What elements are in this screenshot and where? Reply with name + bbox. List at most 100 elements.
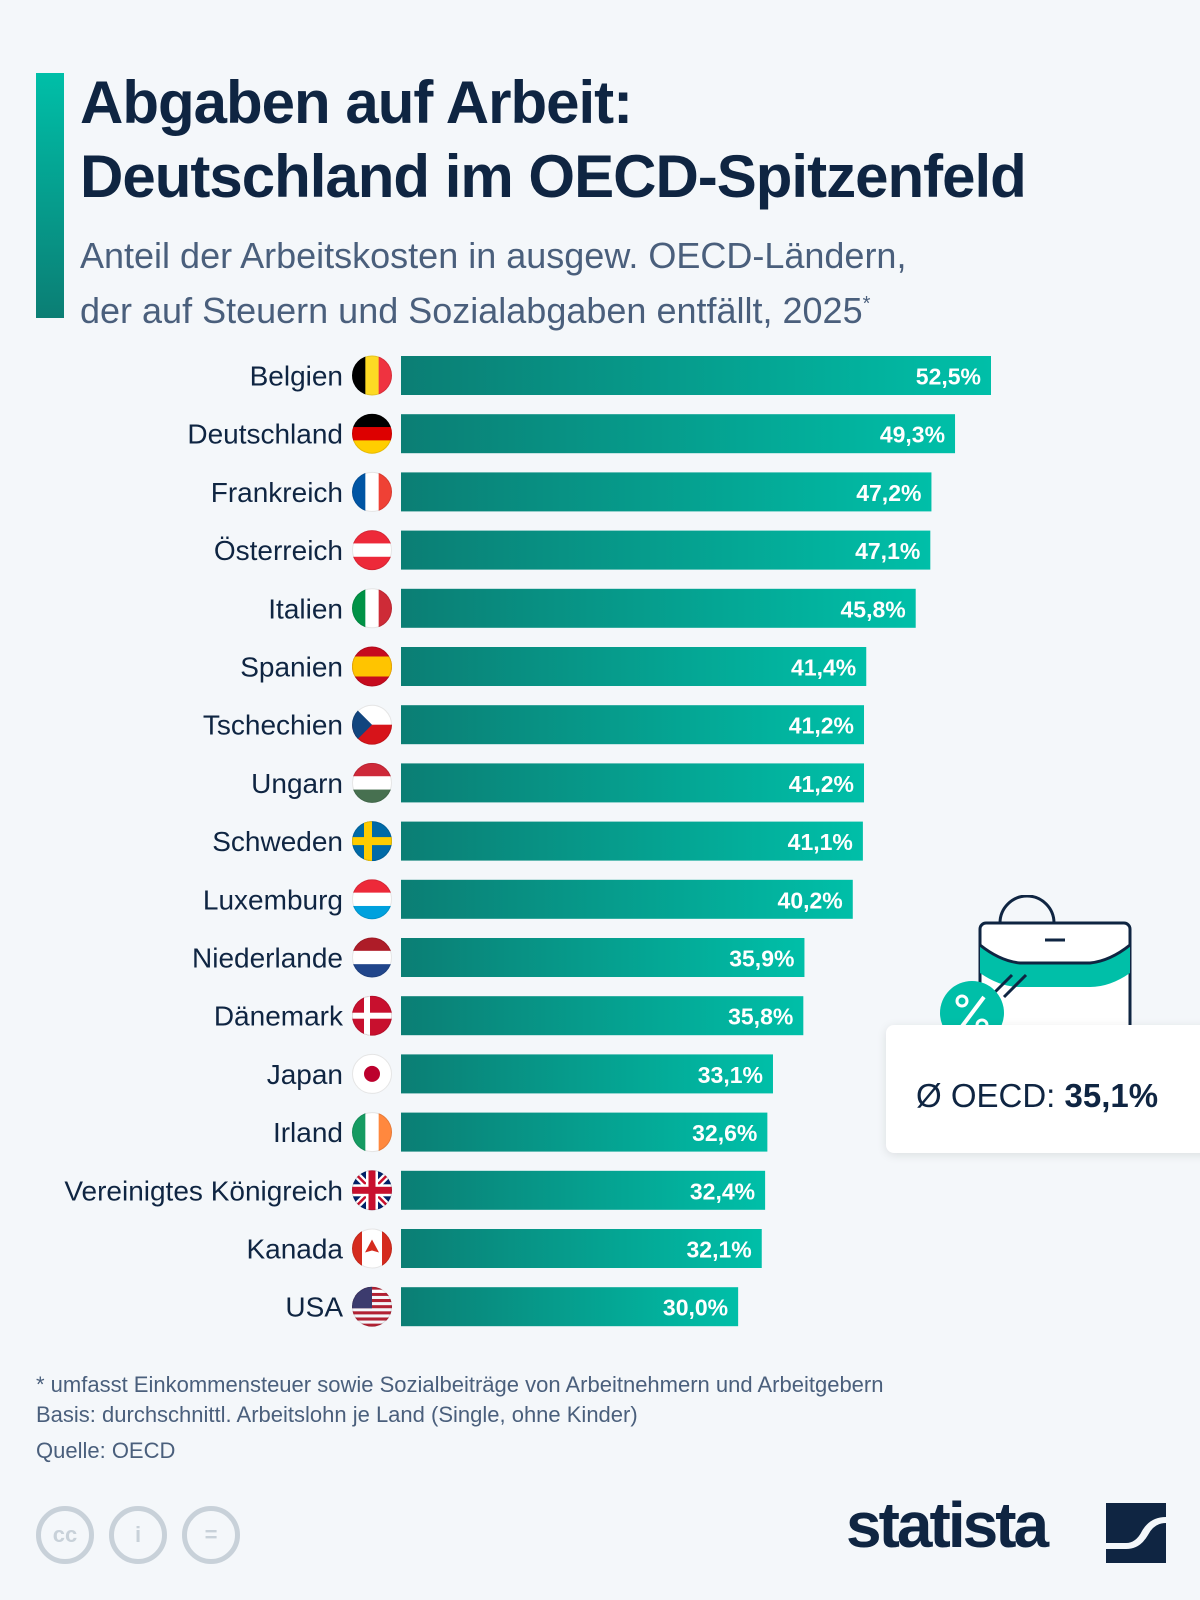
flag-hu-icon xyxy=(352,762,392,803)
flag-it-icon xyxy=(352,588,392,629)
bar xyxy=(401,705,865,745)
category-label: USA xyxy=(285,1292,343,1323)
value-label: 35,9% xyxy=(729,946,794,972)
bar xyxy=(401,356,991,395)
bar-row: Dänemark 35,8% xyxy=(214,995,804,1036)
flag-de-icon xyxy=(352,413,392,454)
oecd-label: Ø OECD: xyxy=(916,1077,1056,1114)
flag-at-icon xyxy=(352,530,392,571)
bar-chart: Belgien 52,5% Deutschland 49,3% Frankreich 47… xyxy=(64,355,991,1327)
flag-lu-icon xyxy=(352,879,392,920)
flag-be-icon xyxy=(352,355,392,396)
bar xyxy=(401,414,956,454)
category-label: Frankreich xyxy=(211,477,343,508)
category-label: Luxemburg xyxy=(203,884,343,915)
footnote: * umfasst Einkommensteuer sowie Sozialbe… xyxy=(36,1372,884,1397)
bar-row: Ungarn 41,2% xyxy=(251,762,865,803)
accent-bar xyxy=(36,73,64,318)
bar-row: Irland 32,6% xyxy=(273,1112,768,1153)
value-label: 35,8% xyxy=(728,1004,793,1030)
bar xyxy=(401,1112,768,1152)
value-label: 52,5% xyxy=(916,364,981,390)
value-label: 41,4% xyxy=(791,655,856,681)
flag-dk-icon xyxy=(352,995,392,1036)
flag-cz-icon xyxy=(352,704,392,745)
bar-row: Italien 45,8% xyxy=(268,588,916,629)
bar xyxy=(401,763,865,803)
bar-row: Vereinigtes Königreich 32,4% xyxy=(64,1170,766,1211)
bar xyxy=(401,1287,739,1327)
flag-ie-icon xyxy=(352,1112,392,1153)
value-label: 45,8% xyxy=(840,596,905,622)
subtitle-line: der auf Steuern und Sozialabgaben entfäl… xyxy=(80,290,863,331)
flag-ca-icon xyxy=(352,1228,392,1269)
footnote-marker: * xyxy=(862,293,871,315)
category-label: Niederlande xyxy=(192,943,343,974)
flag-es-icon xyxy=(352,646,392,687)
nd-icon[interactable]: = xyxy=(182,1506,240,1564)
cc-icon[interactable]: cc xyxy=(36,1506,94,1564)
bar xyxy=(401,647,867,686)
subtitle-line: Anteil der Arbeitskosten in ausgew. OECD… xyxy=(80,235,907,276)
bar-row: Österreich 47,1% xyxy=(214,530,931,571)
flag-jp-icon xyxy=(352,1053,392,1094)
value-label: 41,1% xyxy=(788,829,853,855)
category-label: Belgien xyxy=(250,361,343,392)
bar-row: Tschechien 41,2% xyxy=(203,704,865,745)
bar xyxy=(401,996,804,1036)
category-label: Dänemark xyxy=(214,1001,344,1032)
bar xyxy=(401,879,853,919)
bar-row: Niederlande 35,9% xyxy=(192,937,805,978)
category-label: Kanada xyxy=(246,1234,343,1265)
category-label: Vereinigtes Königreich xyxy=(64,1175,343,1206)
bar xyxy=(401,472,932,512)
bar-row: Spanien 41,4% xyxy=(240,646,867,687)
category-label: Spanien xyxy=(240,652,343,683)
page-title: Abgaben auf Arbeit: Deutschland im OECD-S… xyxy=(80,66,1027,214)
bar xyxy=(401,1054,773,1094)
value-label: 30,0% xyxy=(663,1295,728,1321)
flag-fr-icon xyxy=(352,471,392,512)
bar xyxy=(401,821,863,861)
title-line: Deutschland im OECD-Spitzenfeld xyxy=(80,143,1027,210)
category-label: Schweden xyxy=(212,826,343,857)
basis-note: Basis: durchschnittl. Arbeitslohn je Lan… xyxy=(36,1402,638,1427)
value-label: 40,2% xyxy=(778,887,843,913)
value-label: 32,4% xyxy=(690,1178,755,1204)
statista-logo[interactable]: statista xyxy=(846,1489,1049,1561)
by-icon[interactable]: i xyxy=(109,1506,167,1564)
source: Quelle: OECD xyxy=(36,1438,176,1463)
bar-row: Belgien 52,5% xyxy=(250,355,991,396)
value-label: 32,1% xyxy=(687,1237,752,1263)
category-label: Irland xyxy=(273,1117,343,1148)
bar-row: Frankreich 47,2% xyxy=(211,471,932,512)
value-label: 33,1% xyxy=(698,1062,763,1088)
bar-row: Schweden 41,1% xyxy=(212,821,863,862)
flag-se-icon xyxy=(352,821,392,862)
category-label: Deutschland xyxy=(187,419,343,450)
bar xyxy=(401,938,805,977)
bar-row: Luxemburg 40,2% xyxy=(203,879,853,920)
bar xyxy=(401,530,931,570)
category-label: Tschechien xyxy=(203,710,343,741)
value-label: 49,3% xyxy=(880,422,945,448)
bar xyxy=(401,1229,762,1268)
value-label: 47,2% xyxy=(856,480,921,506)
bar xyxy=(401,1170,766,1210)
value-label: 41,2% xyxy=(789,771,854,797)
category-label: Italien xyxy=(268,593,343,624)
bar-row: USA 30,0% xyxy=(285,1286,739,1327)
subtitle: Anteil der Arbeitskosten in ausgew. OECD… xyxy=(80,232,906,335)
oecd-value: 35,1% xyxy=(1064,1077,1159,1114)
oecd-average: Ø OECD: 35,1% xyxy=(916,1077,1158,1115)
category-label: Ungarn xyxy=(251,768,343,799)
flag-nl-icon xyxy=(352,937,392,978)
oecd-average-box: Ø OECD: 35,1% xyxy=(886,1025,1200,1153)
bar-row: Kanada 32,1% xyxy=(246,1228,762,1269)
value-label: 32,6% xyxy=(692,1120,757,1146)
title-line: Abgaben auf Arbeit: xyxy=(80,69,633,136)
flag-gb-icon xyxy=(352,1170,392,1211)
statista-logo-mark xyxy=(1106,1503,1166,1563)
bar-row: Deutschland 49,3% xyxy=(187,413,956,454)
bar-row: Japan 33,1% xyxy=(267,1053,773,1094)
